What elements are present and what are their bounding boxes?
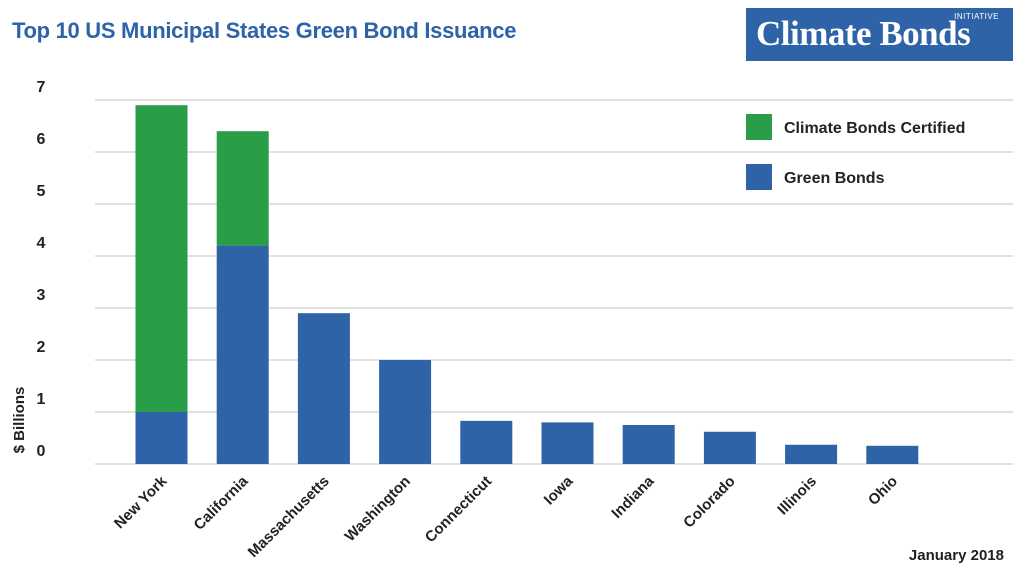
bar-green-bonds (297, 313, 350, 464)
chart-title: Top 10 US Municipal States Green Bond Is… (12, 18, 517, 43)
y-axis-label: $ Billions (11, 387, 28, 454)
logo-text: Climate Bonds (756, 14, 971, 53)
x-category-label: Colorado (680, 473, 739, 532)
bar-green-bonds (785, 444, 838, 464)
bar-green-bonds (460, 420, 513, 464)
bar-climate-bonds-certified (216, 131, 269, 246)
bar-green-bonds (216, 245, 269, 464)
bar-green-bonds (622, 425, 675, 464)
y-tick-label: 6 (37, 131, 46, 148)
y-tick-label: 0 (37, 443, 46, 460)
logo-subtext: INITIATIVE (954, 12, 999, 21)
date-label: January 2018 (908, 547, 1004, 564)
y-tick-label: 3 (37, 287, 46, 304)
x-category-label: Massachusetts (245, 473, 333, 561)
legend-swatch (746, 114, 772, 140)
x-category-label: Iowa (541, 472, 577, 508)
bar-green-bonds (541, 422, 594, 464)
x-category-label: New York (111, 472, 171, 532)
legend-label: Climate Bonds Certified (784, 120, 965, 137)
bar-green-bonds (379, 360, 432, 464)
bar-climate-bonds-certified (135, 105, 188, 412)
legend-swatch (746, 164, 772, 190)
x-category-label: Connecticut (422, 473, 495, 546)
x-category-label: Washington (342, 473, 414, 545)
y-tick-label: 7 (37, 79, 46, 96)
y-tick-label: 1 (37, 391, 46, 408)
x-category-label: Indiana (608, 472, 658, 522)
x-category-label: California (191, 472, 252, 533)
y-tick-label: 4 (37, 235, 46, 252)
y-tick-label: 2 (37, 339, 46, 356)
x-category-label: Illinois (774, 473, 820, 519)
climate-bonds-logo: INITIATIVE Climate Bonds (746, 8, 1013, 61)
bar-green-bonds (866, 445, 919, 464)
x-category-label: Ohio (865, 473, 901, 509)
legend-label: Green Bonds (784, 170, 885, 187)
bar-green-bonds (703, 431, 756, 464)
y-tick-label: 5 (37, 183, 46, 200)
bar-green-bonds (135, 412, 188, 464)
